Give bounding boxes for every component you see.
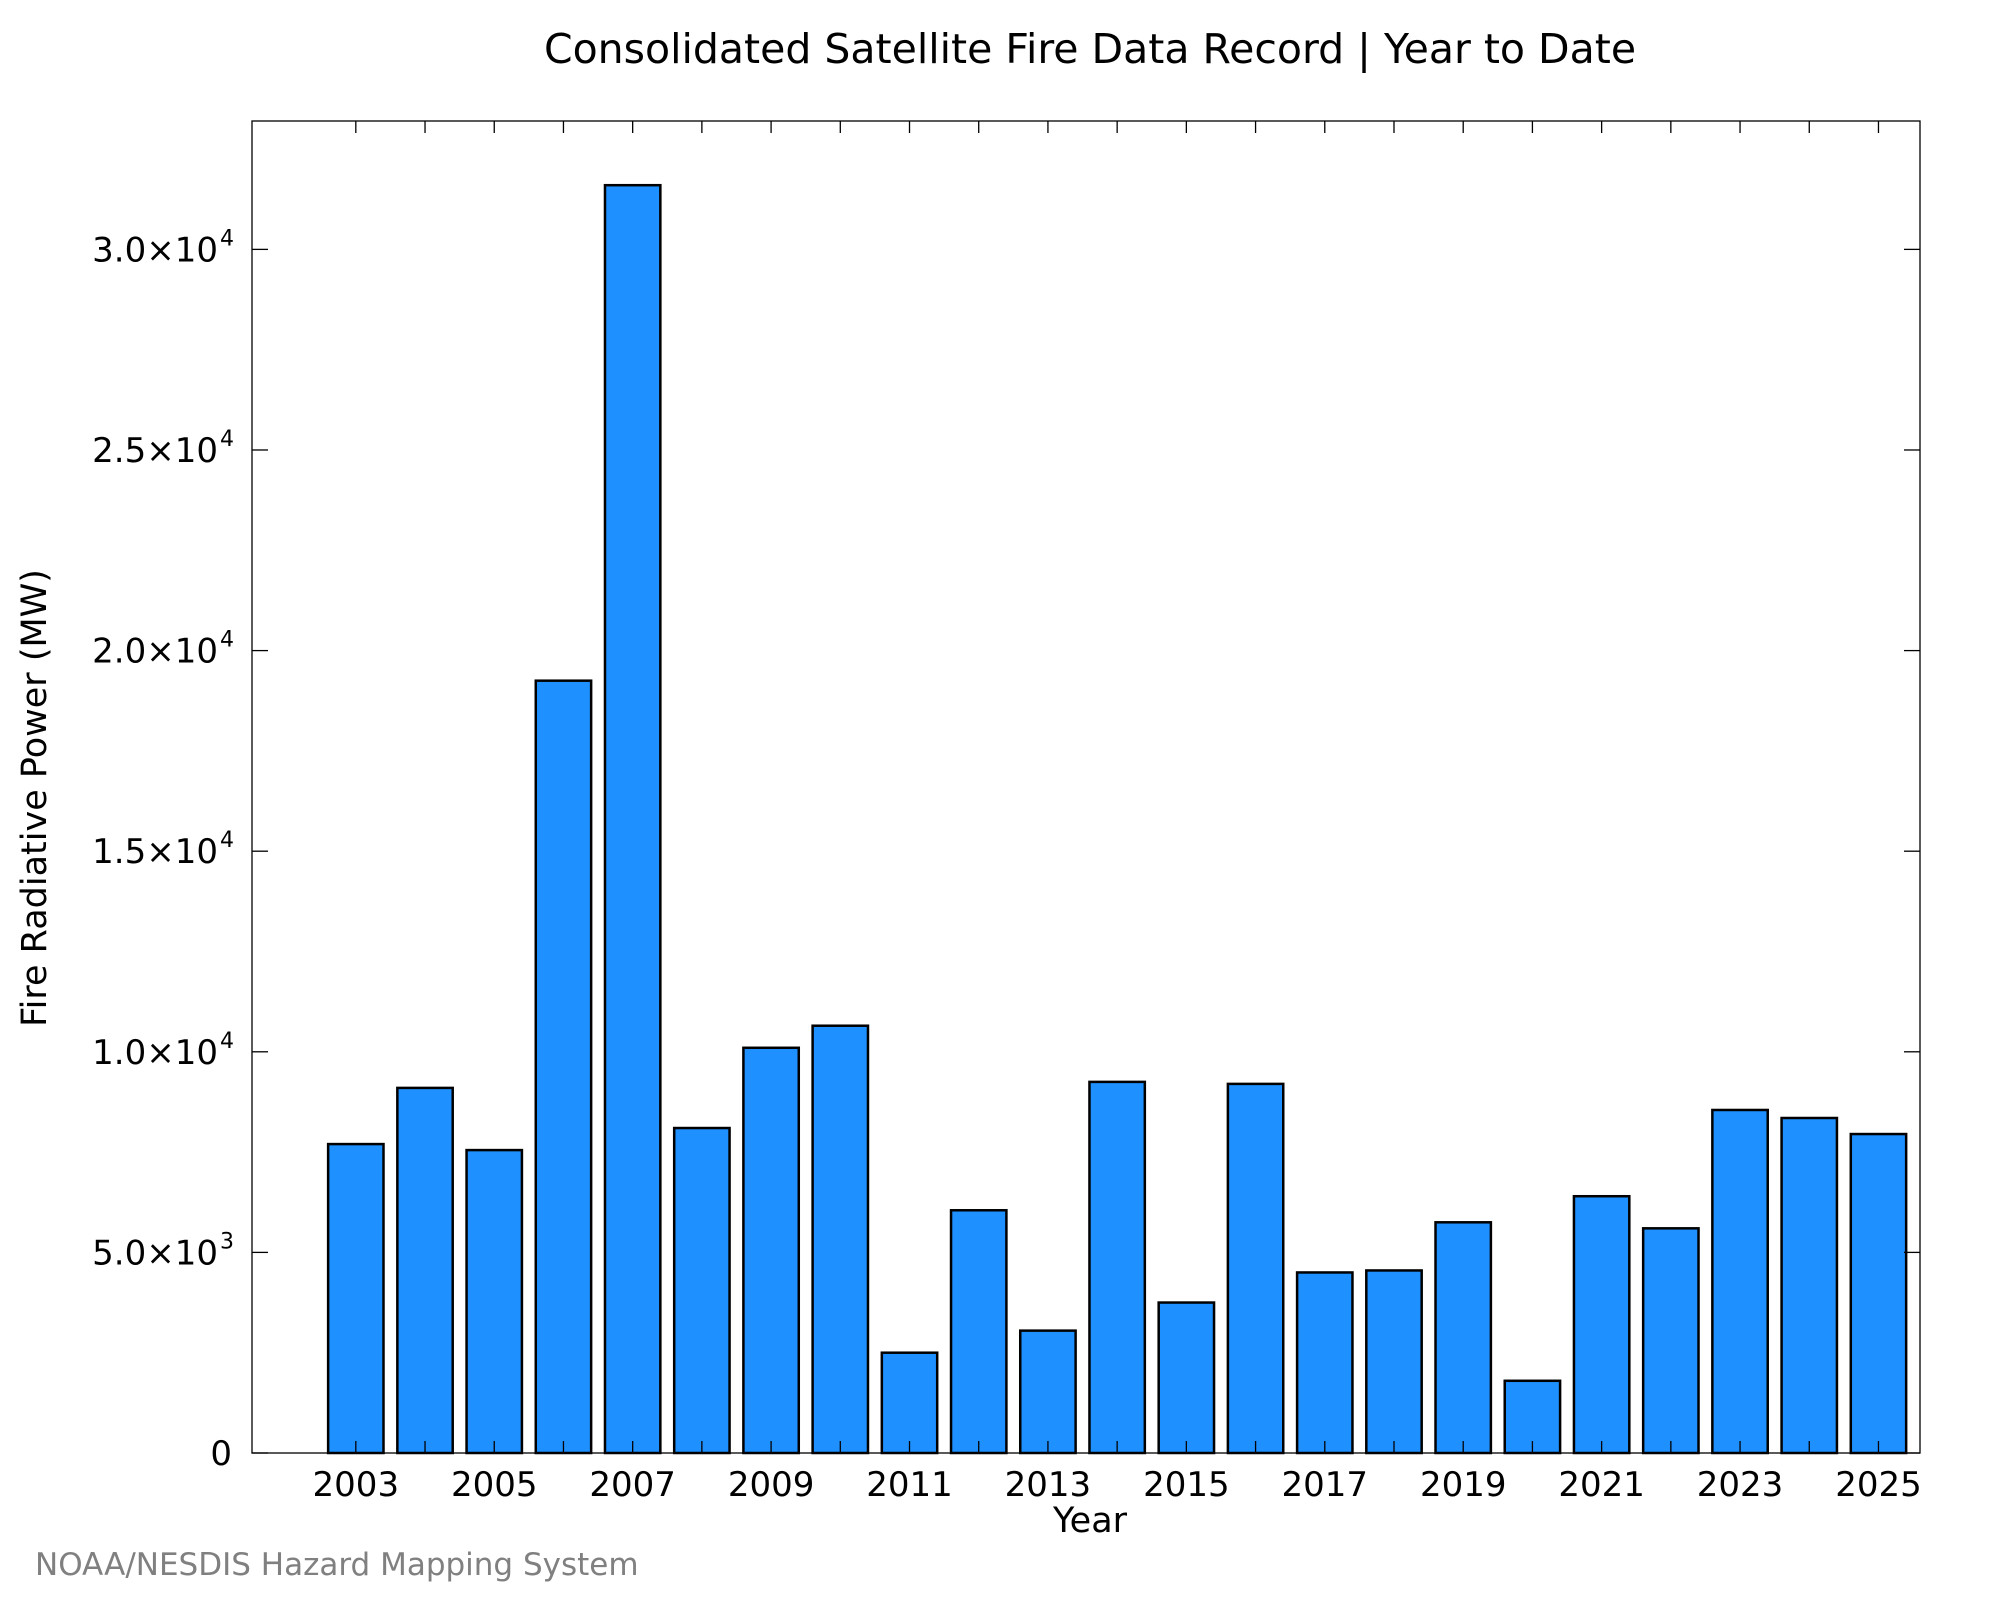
bar-2012 — [949, 1209, 1008, 1455]
bar-2004 — [396, 1086, 454, 1455]
x-tick-label-2003: 2003 — [313, 1465, 400, 1505]
bar-2006 — [534, 679, 593, 1455]
x-tick-label-2025: 2025 — [1835, 1465, 1922, 1505]
bar-2008 — [672, 1126, 731, 1455]
y-tick-label-5000: 5.0×10 — [92, 1233, 218, 1273]
bar-2024 — [1780, 1116, 1839, 1455]
y-tick-label-15000: 1.5×10 — [92, 832, 218, 872]
y-tick-exponent-15000: 4 — [220, 828, 234, 853]
y-tick-exponent-20000: 4 — [220, 628, 234, 653]
y-tick-exponent-25000: 4 — [220, 427, 234, 452]
y-tick-exponent-30000: 4 — [220, 226, 234, 251]
chart-title: Consolidated Satellite Fire Data Record … — [544, 25, 1636, 73]
bar-2014 — [1088, 1080, 1147, 1455]
y-tick-label-10000: 1.0×10 — [92, 1033, 218, 1073]
y-tick-label-0: 0 — [210, 1434, 232, 1474]
bar-2005 — [465, 1148, 524, 1455]
x-tick-label-2015: 2015 — [1143, 1465, 1230, 1505]
bar-2019 — [1434, 1221, 1493, 1455]
x-tick-label-2013: 2013 — [1005, 1465, 1092, 1505]
axes-group: 2003 2005 2007 2009 2011 2013 2015 2017 2019 2021… — [92, 120, 1922, 1505]
y-axis-label: Fire Radiative Power (MW) — [15, 569, 55, 1027]
bar-2011 — [880, 1351, 939, 1455]
credit-text: NOAA/NESDIS Hazard Mapping System — [35, 1547, 639, 1583]
x-tick-label-2007: 2007 — [589, 1465, 676, 1505]
bar-2023 — [1711, 1108, 1769, 1455]
y-tick-exponent-10000: 4 — [220, 1029, 234, 1054]
bar-2021 — [1572, 1194, 1631, 1455]
bar-2017 — [1295, 1271, 1354, 1455]
x-tick-label-2005: 2005 — [451, 1465, 538, 1505]
bars-group — [326, 183, 1908, 1455]
x-tick-label-2019: 2019 — [1420, 1465, 1507, 1505]
x-tick-label-2011: 2011 — [866, 1465, 953, 1505]
y-tick-exponent-5000: 3 — [220, 1229, 234, 1254]
bar-2007 — [603, 183, 662, 1455]
y-tick-label-20000: 2.0×10 — [92, 632, 218, 672]
bar-2013 — [1018, 1329, 1077, 1455]
x-axis-label: Year — [1052, 1501, 1128, 1541]
bar-2025 — [1849, 1132, 1908, 1455]
bar-2018 — [1365, 1269, 1423, 1455]
y-tick-label-25000: 2.5×10 — [92, 431, 218, 471]
bar-2015 — [1157, 1301, 1216, 1455]
bar-2003 — [326, 1142, 385, 1455]
x-tick-label-2021: 2021 — [1558, 1465, 1645, 1505]
bar-2016 — [1226, 1082, 1285, 1455]
x-tick-label-2023: 2023 — [1697, 1465, 1784, 1505]
bar-2022 — [1641, 1227, 1700, 1455]
x-tick-label-2017: 2017 — [1282, 1465, 1369, 1505]
y-tick-label-30000: 3.0×10 — [92, 230, 218, 270]
bar-2010 — [811, 1024, 870, 1455]
plot-frame — [251, 120, 1921, 1454]
x-tick-label-2009: 2009 — [728, 1465, 815, 1505]
bar-2009 — [742, 1046, 801, 1455]
